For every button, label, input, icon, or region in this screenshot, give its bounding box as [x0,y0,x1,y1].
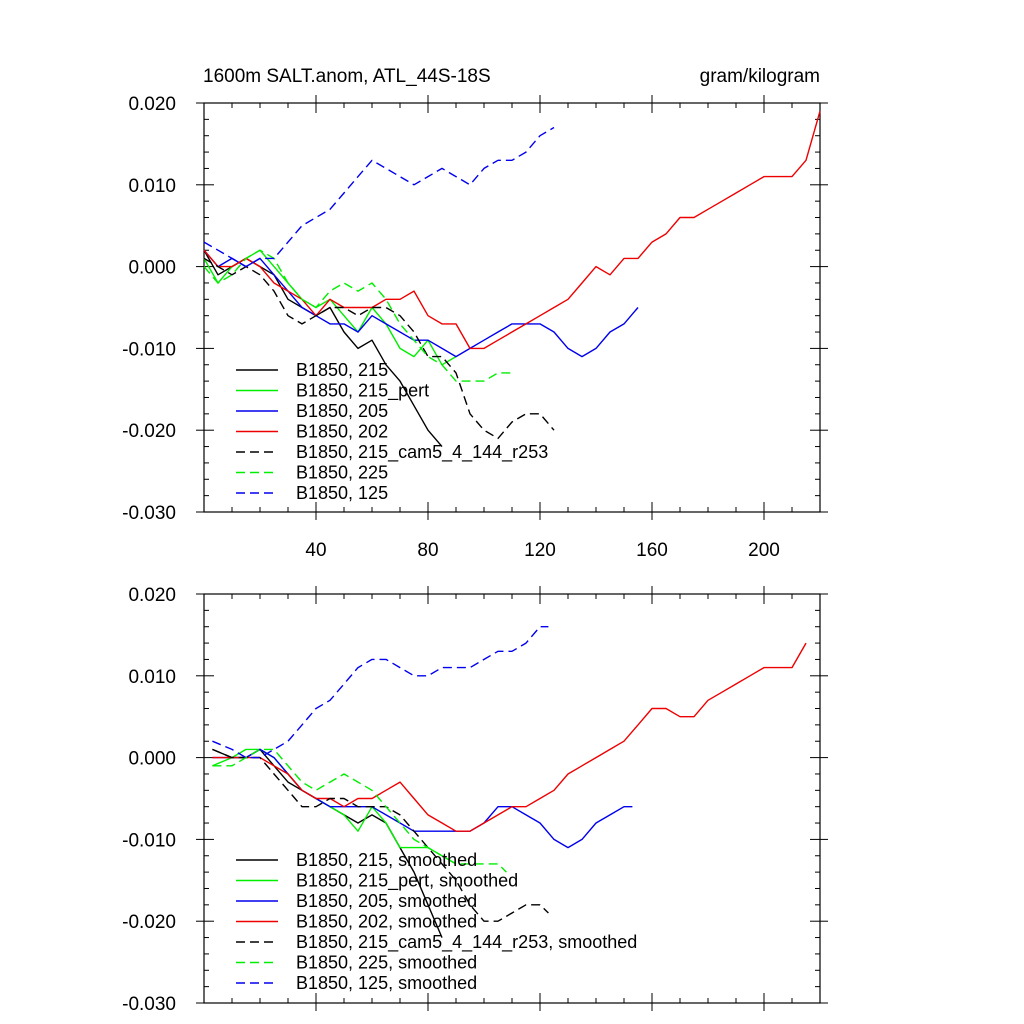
x-tick-label: 80 [417,540,438,561]
series-line [203,249,639,358]
y-tick-label: -0.020 [122,912,176,933]
y-tick-label: 0.010 [128,667,176,688]
series-line [212,626,549,759]
legend-label: B1850, 205 [296,401,388,421]
legend-label: B1850, 215, smoothed [296,850,477,870]
y-tick-label: -0.030 [122,503,176,524]
x-tick-label: 120 [524,540,556,561]
legend-label: B1850, 202 [296,422,388,442]
y-tick-label: 0.020 [128,94,176,115]
series-line [212,642,807,832]
legend-label: B1850, 215_pert, smoothed [296,871,518,892]
legend-label: B1850, 215 [296,360,388,380]
x-tick-label: 160 [636,540,668,561]
chart-title: 1600m SALT.anom, ATL_44S-18S [203,66,491,87]
y-tick-label: 0.020 [128,585,176,606]
legend-label: B1850, 225 [296,463,388,483]
y-tick-label: 0.000 [128,258,176,279]
legend-label: B1850, 205, smoothed [296,891,477,911]
series-line [212,748,633,849]
x-tick-label: 40 [305,540,326,561]
legend-label: B1850, 125 [296,483,388,503]
y-tick-label: -0.030 [122,994,176,1015]
y-tick-label: -0.010 [122,830,176,851]
legend-label: B1850, 202, smoothed [296,912,477,932]
series-line [212,748,457,865]
y-tick-label: 0.010 [128,176,176,197]
legend-label: B1850, 125, smoothed [296,973,477,993]
y-tick-label: -0.010 [122,339,176,360]
x-tick-label: 200 [748,540,780,561]
series-line [203,249,512,382]
series-line [203,126,555,268]
legend-label: B1850, 215_cam5_4_144_r253, smoothed [296,932,637,953]
chart-units: gram/kilogram [700,66,820,87]
legend-label: B1850, 215_pert [296,381,429,402]
legend-label: B1850, 215_cam5_4_144_r253 [296,442,548,463]
series-line [203,111,821,350]
top-panel: 40 80 120 160 200 0.020 0.010 0.000 -0.010 -0.020… [122,94,828,561]
legend-label: B1850, 225, smoothed [296,953,477,973]
y-tick-label: 0.000 [128,749,176,770]
series-line [203,257,555,440]
y-tick-label: -0.020 [122,421,176,442]
series-line [212,748,507,873]
bottom-panel: 0.020 0.010 0.000 -0.010 -0.020 -0.030 B1850, … [122,585,828,1015]
